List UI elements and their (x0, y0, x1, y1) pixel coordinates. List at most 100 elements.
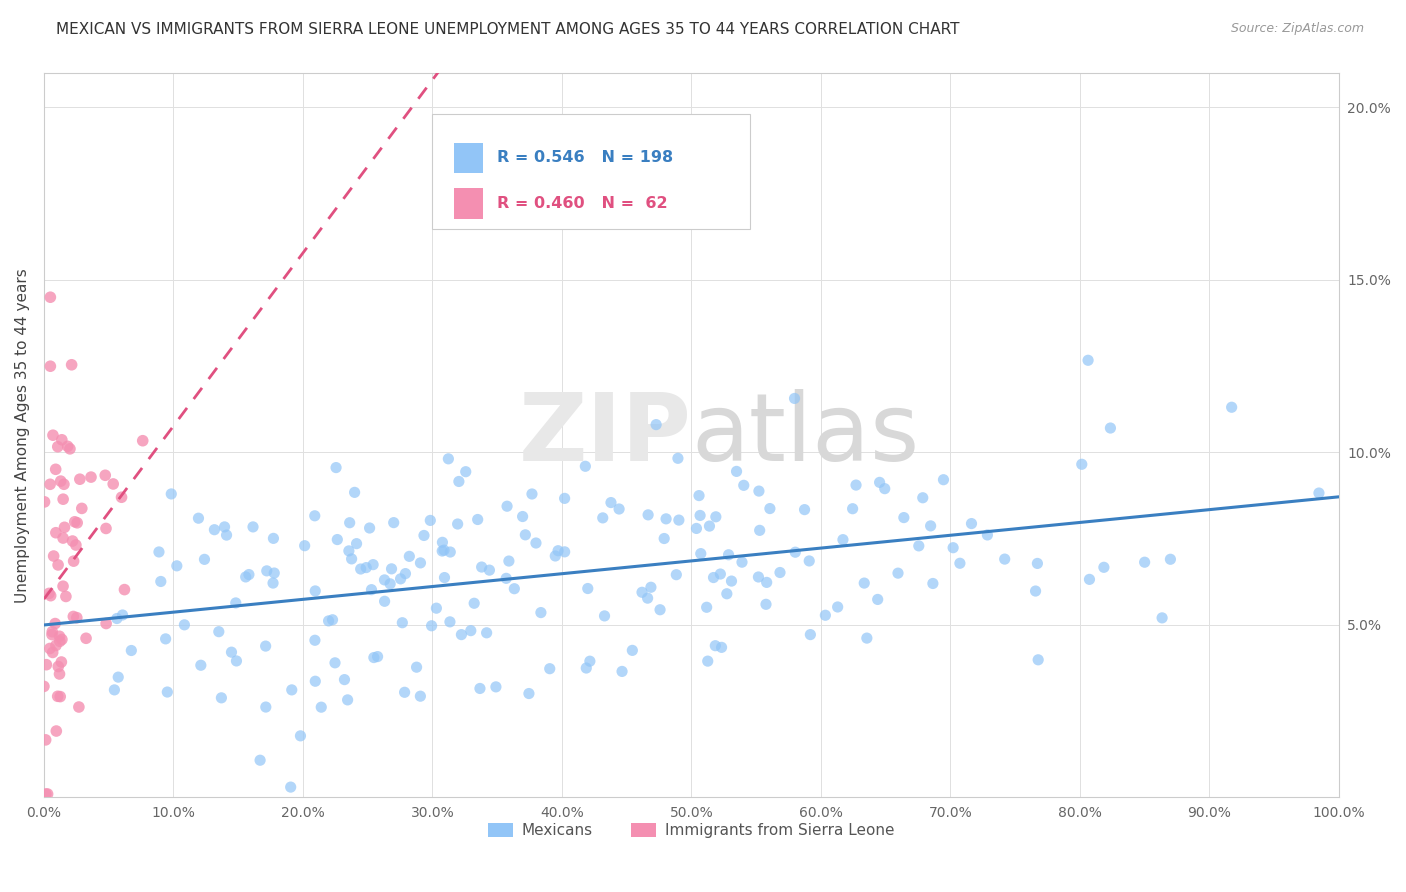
Point (45, 525, 67, 540)
Point (149, 574, 172, 589)
Point (249, 753, 271, 767)
Point (367, 649, 389, 664)
Point (593, 608, 616, 623)
Point (44, 616, 66, 631)
Point (107, 670, 129, 684)
Point (66, 610, 89, 624)
Point (294, 539, 316, 553)
Point (75, 632, 97, 646)
Point (496, 500, 519, 514)
Point (485, 680, 508, 694)
Point (94, 616, 117, 631)
Point (1025, 584, 1047, 599)
Point (354, 560, 377, 574)
Text: Source: ZipAtlas.com: Source: ZipAtlas.com (1230, 22, 1364, 36)
Point (34, 495, 56, 509)
Point (475, 625, 498, 640)
Point (538, 662, 561, 676)
Point (433, 543, 456, 558)
Point (281, 682, 304, 697)
Point (702, 570, 724, 584)
Point (325, 460, 347, 475)
Point (544, 549, 567, 563)
Point (48, 629, 70, 643)
Point (610, 665, 633, 679)
Text: R = 0.460   N =  62: R = 0.460 N = 62 (498, 196, 668, 211)
Point (45, 724, 67, 739)
Point (363, 650, 385, 665)
Point (932, 473, 955, 487)
Point (755, 575, 778, 590)
Point (887, 566, 910, 581)
Point (893, 510, 915, 524)
Point (39, 359, 62, 374)
Point (262, 532, 284, 546)
Point (42, 549, 65, 563)
Point (463, 596, 485, 610)
Point (35, 787, 58, 801)
Point (576, 582, 599, 596)
Point (432, 544, 454, 558)
Point (1026, 557, 1049, 571)
Point (304, 674, 326, 689)
Point (46, 440, 69, 454)
Point (1159, 552, 1181, 566)
Point (39, 589, 62, 603)
Point (111, 607, 134, 622)
Point (845, 478, 868, 492)
Point (254, 639, 277, 653)
Point (94, 468, 117, 483)
Point (62, 534, 84, 549)
Point (814, 608, 837, 623)
Point (242, 520, 264, 534)
Point (56, 439, 79, 453)
Point (166, 558, 188, 573)
Point (869, 475, 891, 490)
Point (202, 523, 225, 537)
Point (530, 606, 553, 620)
Point (45, 639, 67, 653)
Point (209, 690, 232, 705)
Point (343, 485, 366, 500)
Point (960, 516, 983, 531)
Point (225, 654, 247, 668)
Point (1220, 401, 1243, 415)
Point (62, 609, 84, 624)
Point (631, 585, 654, 599)
Point (592, 511, 614, 525)
Point (665, 567, 688, 582)
Point (433, 570, 456, 584)
Point (53, 520, 76, 534)
Point (652, 532, 675, 546)
Point (360, 582, 382, 597)
Point (309, 700, 332, 714)
Point (827, 599, 849, 614)
Point (1070, 457, 1092, 471)
Point (225, 596, 247, 610)
Point (785, 545, 807, 559)
Point (1133, 555, 1156, 569)
Point (409, 689, 432, 703)
Point (666, 451, 689, 466)
Point (51, 433, 73, 447)
Point (949, 556, 972, 570)
Point (799, 554, 821, 568)
Point (46, 690, 69, 704)
Point (52, 477, 75, 491)
Point (645, 417, 668, 432)
Point (1152, 611, 1174, 625)
Point (214, 520, 236, 534)
Point (110, 490, 132, 504)
Point (290, 729, 312, 743)
Legend: Mexicans, Immigrants from Sierra Leone: Mexicans, Immigrants from Sierra Leone (482, 816, 900, 844)
Point (976, 528, 998, 542)
Point (304, 633, 326, 648)
Point (304, 583, 326, 598)
Point (704, 639, 727, 653)
Text: atlas: atlas (692, 389, 920, 481)
Point (1099, 421, 1122, 435)
Point (747, 570, 769, 584)
Point (336, 693, 359, 707)
Point (65, 538, 87, 552)
Point (380, 562, 402, 576)
